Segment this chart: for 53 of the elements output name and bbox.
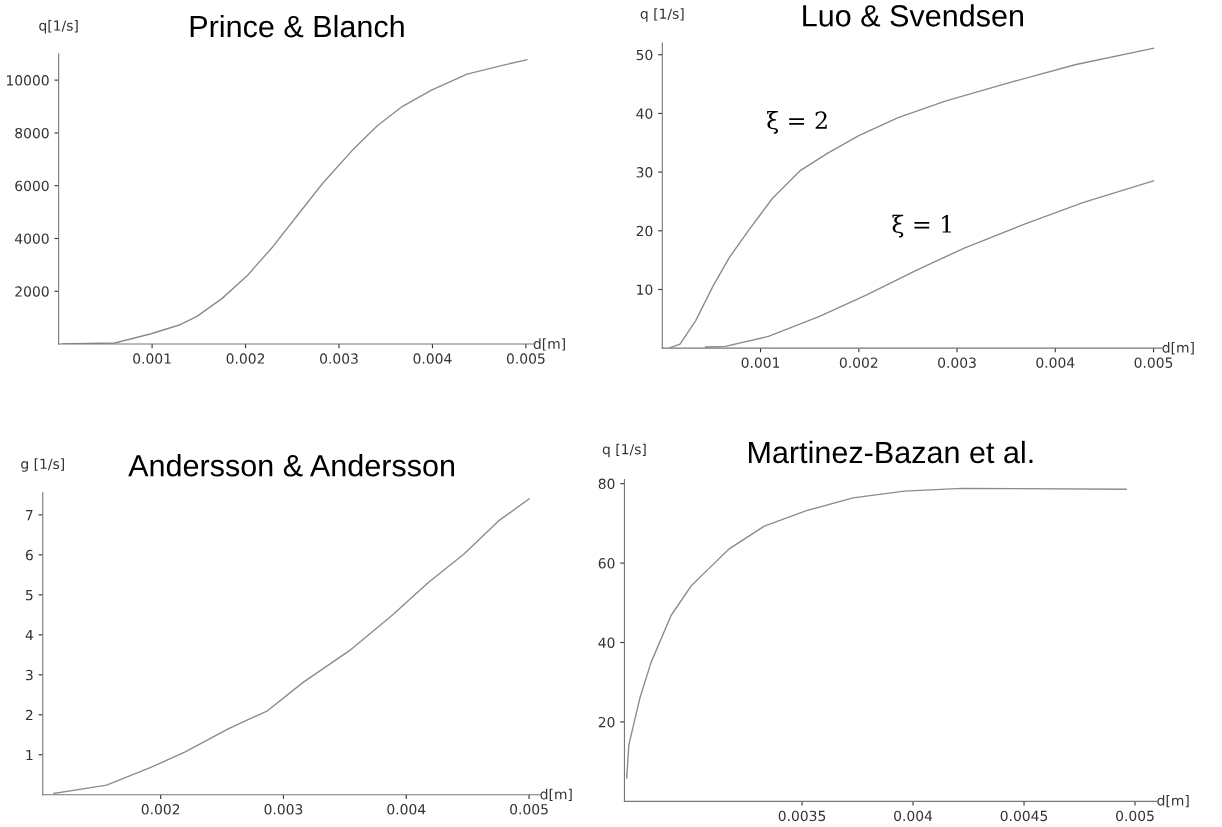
x-axis-title: d[m] — [1157, 794, 1189, 808]
x-tick-label: 0.001 — [133, 353, 171, 364]
y-axis-title: q [1/s] — [602, 443, 646, 458]
y-tick-label: 40 — [636, 108, 653, 119]
x-tick-label: 0.004 — [413, 353, 452, 364]
y-tick-label: 2000 — [15, 286, 49, 297]
x-tick-label: 0.003 — [938, 357, 976, 368]
y-tick-label: 7 — [26, 510, 33, 521]
y-tick-label: 50 — [636, 49, 653, 61]
x-tick-label: 0.005 — [1116, 810, 1154, 822]
y-tick-label: 80 — [598, 478, 615, 490]
y-tick-label: 10 — [637, 284, 653, 295]
y-tick-label: 8000 — [15, 127, 49, 139]
x-tick-label: 0.005 — [1134, 357, 1173, 368]
x-tick-label: 0.003 — [320, 353, 358, 364]
x-tick-label: 0.002 — [226, 353, 265, 364]
y-axis-title: q [1/s] — [640, 8, 684, 22]
x-axis-title: d[m] — [533, 338, 565, 351]
x-tick-label: 0.002 — [141, 804, 180, 815]
y-tick-label: 6 — [25, 549, 33, 561]
annotation: ξ = 1 — [892, 214, 951, 238]
y-tick-label: 3 — [25, 669, 33, 681]
y-tick-label: 20 — [636, 225, 653, 237]
chart-title: Martinez-Bazan et al. — [749, 440, 1033, 464]
x-axis-title: d[m] — [1162, 342, 1194, 355]
y-axis-title: g [1/s] — [21, 458, 64, 472]
x-tick-label: 0.0045 — [1000, 810, 1048, 822]
y-tick-label: 4 — [25, 629, 33, 641]
x-tick-label: 0.0035 — [778, 810, 826, 822]
x-tick-label: 0.003 — [264, 804, 303, 815]
y-tick-label: 40 — [598, 637, 615, 648]
chart-title: Prince & Blanch — [190, 14, 404, 38]
chart-title: Andersson & Andersson — [128, 454, 454, 477]
y-tick-label: 2 — [25, 709, 33, 721]
x-tick-label: 0.005 — [506, 353, 545, 364]
x-tick-label: 0.004 — [1036, 357, 1075, 368]
y-tick-label: 30 — [636, 167, 653, 178]
x-tick-label: 0.002 — [839, 357, 878, 368]
annotation: ξ = 2 — [767, 110, 827, 134]
y-tick-label: 1 — [26, 749, 33, 761]
y-tick-label: 60 — [598, 558, 615, 569]
y-tick-label: 6000 — [15, 180, 49, 192]
y-tick-label: 4000 — [14, 233, 49, 244]
x-tick-label: 0.001 — [741, 357, 780, 368]
x-tick-label: 0.005 — [510, 804, 548, 815]
x-tick-label: 0.004 — [894, 810, 933, 822]
y-tick-label: 10000 — [6, 75, 49, 86]
chart-title: Luo & Svendsen — [803, 4, 1023, 27]
y-tick-label: 20 — [598, 716, 615, 728]
y-tick-label: 5 — [25, 589, 33, 601]
x-axis-title: d[m] — [540, 788, 572, 802]
y-axis-title: q[1/s] — [39, 19, 78, 34]
x-tick-label: 0.004 — [387, 804, 426, 815]
